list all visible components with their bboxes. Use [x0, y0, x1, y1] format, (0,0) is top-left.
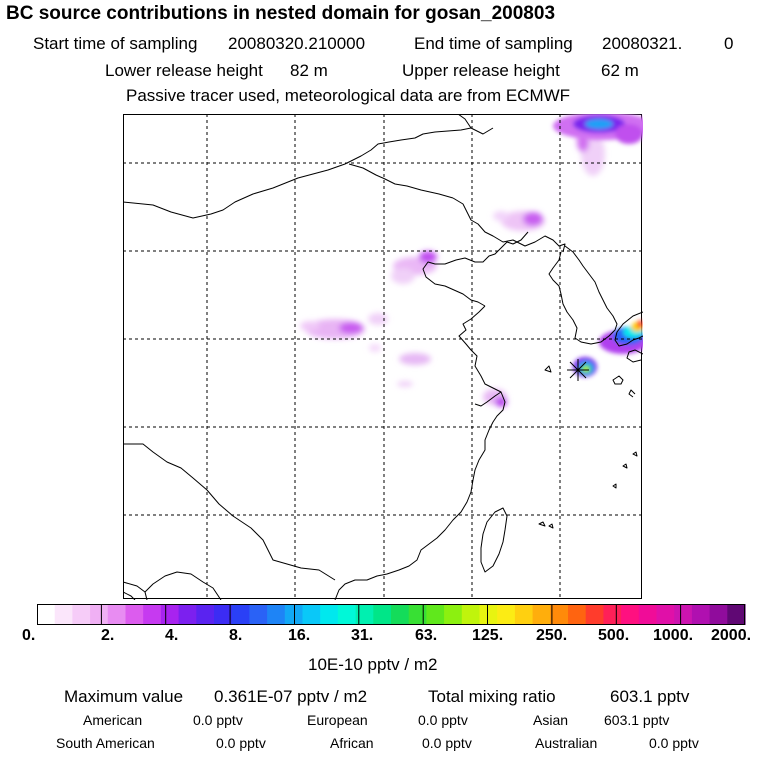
- color-bar-cell: [532, 604, 551, 625]
- region-name-asian: Asian: [533, 712, 569, 728]
- color-bar-cell: [196, 604, 215, 625]
- color-bar-cell: [674, 604, 693, 625]
- color-bar-cell: [568, 604, 587, 625]
- end-time-label: End time of sampling: [414, 34, 573, 53]
- color-bar-cell: [302, 604, 321, 625]
- tick-label: 2000.: [711, 627, 752, 644]
- tick-label: 500.: [598, 627, 630, 644]
- colorbar-units: 10E-10 pptv / m2: [308, 655, 438, 674]
- color-bar-cell: [603, 604, 622, 625]
- color-bar-cell: [727, 604, 746, 625]
- color-bar-cell: [691, 604, 711, 625]
- tick-label: 63.: [415, 627, 438, 644]
- lower-release-label: Lower release height: [105, 61, 263, 80]
- lower-release-value: 82 m: [290, 61, 328, 80]
- color-bar-cell: [479, 604, 498, 625]
- tick-label: 8.: [229, 627, 243, 644]
- total-mixing-label: Total mixing ratio: [428, 687, 556, 706]
- tick-label: 31.: [351, 627, 374, 644]
- color-bar-cell: [214, 604, 233, 625]
- region-name-south-american: South American: [56, 735, 155, 751]
- color-bar-cell: [444, 604, 463, 625]
- tick-label: 125.: [472, 627, 504, 644]
- tracer-note: Passive tracer used, meteorological data…: [126, 86, 571, 105]
- color-bar-cell: [656, 604, 675, 625]
- tick-label: 16.: [288, 627, 311, 644]
- color-bar-cell: [37, 604, 56, 625]
- color-bar-cell: [497, 604, 516, 625]
- region-name-european: European: [307, 712, 368, 728]
- region-value-south-american: 0.0 pptv: [216, 735, 266, 751]
- region-name-australian: Australian: [535, 735, 598, 751]
- color-bar-cell: [284, 604, 304, 625]
- color-bar-cell: [426, 604, 445, 625]
- tick-label: 0.: [22, 627, 36, 644]
- coastlines-borders: [123, 114, 643, 600]
- color-bar-cell: [249, 604, 268, 625]
- tick-label: 2.: [101, 627, 115, 644]
- map-frame: [123, 114, 642, 599]
- color-bar-cell: [550, 604, 569, 625]
- lat-lon-grid: [123, 114, 643, 600]
- plot-title: BC source contributions in nested domain…: [6, 3, 556, 24]
- color-bar-cell: [621, 604, 640, 625]
- color-bar-cell: [178, 604, 197, 625]
- start-time-label: Start time of sampling: [33, 34, 198, 53]
- color-bar-cell: [355, 604, 374, 625]
- color-bar-cell: [514, 604, 534, 625]
- map-panel: [123, 114, 643, 600]
- color-bar-cell: [461, 604, 481, 625]
- color-bar-cell: [638, 604, 658, 625]
- color-bar-cell: [408, 604, 427, 625]
- region-value-african: 0.0 pptv: [422, 735, 472, 751]
- region-value-european: 0.0 pptv: [418, 712, 468, 728]
- color-bar: [37, 604, 746, 625]
- color-bar-labels: 0. 2. 4. 8. 16. 31. 63. 125. 250. 500. 1…: [0, 627, 768, 647]
- max-value-label: Maximum value: [64, 687, 184, 706]
- color-bar-cell: [709, 604, 728, 625]
- start-time-value: 20080320.210000: [228, 34, 366, 53]
- tick-label: 250.: [536, 627, 568, 644]
- color-bar-cell: [160, 604, 180, 625]
- total-mixing-value: 603.1 pptv: [610, 687, 690, 706]
- color-bar-cell: [320, 604, 339, 625]
- region-value-asian: 603.1 pptv: [604, 712, 670, 728]
- region-value-american: 0.0 pptv: [193, 712, 243, 728]
- color-bar-cell: [143, 604, 162, 625]
- upper-release-value: 62 m: [601, 61, 639, 80]
- region-value-australian: 0.0 pptv: [649, 735, 699, 751]
- color-bar-cell: [267, 604, 286, 625]
- color-bar-cell: [107, 604, 127, 625]
- color-bar-cell: [125, 604, 144, 625]
- region-name-american: American: [83, 712, 143, 728]
- tick-label: 4.: [165, 627, 179, 644]
- region-name-african: African: [330, 735, 374, 751]
- color-bar-cell: [391, 604, 410, 625]
- concentration-plumes: [300, 114, 643, 407]
- color-bar-cell: [373, 604, 392, 625]
- receptor-marker: [567, 359, 589, 381]
- color-bar-cell: [54, 604, 73, 625]
- end-time-value: 20080321.: [602, 34, 683, 53]
- end-time-extra: 0: [724, 34, 734, 53]
- color-bar-cell: [90, 604, 109, 625]
- color-bar-cell: [337, 604, 357, 625]
- color-bar-cell: [585, 604, 604, 625]
- upper-release-label: Upper release height: [402, 61, 560, 80]
- color-bar-cell: [72, 604, 91, 625]
- max-value: 0.361E-07 pptv / m2: [214, 687, 368, 706]
- color-bar-cell: [231, 604, 250, 625]
- tick-label: 1000.: [653, 627, 694, 644]
